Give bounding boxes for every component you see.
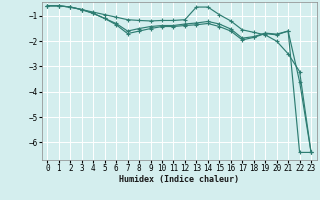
X-axis label: Humidex (Indice chaleur): Humidex (Indice chaleur) — [119, 175, 239, 184]
